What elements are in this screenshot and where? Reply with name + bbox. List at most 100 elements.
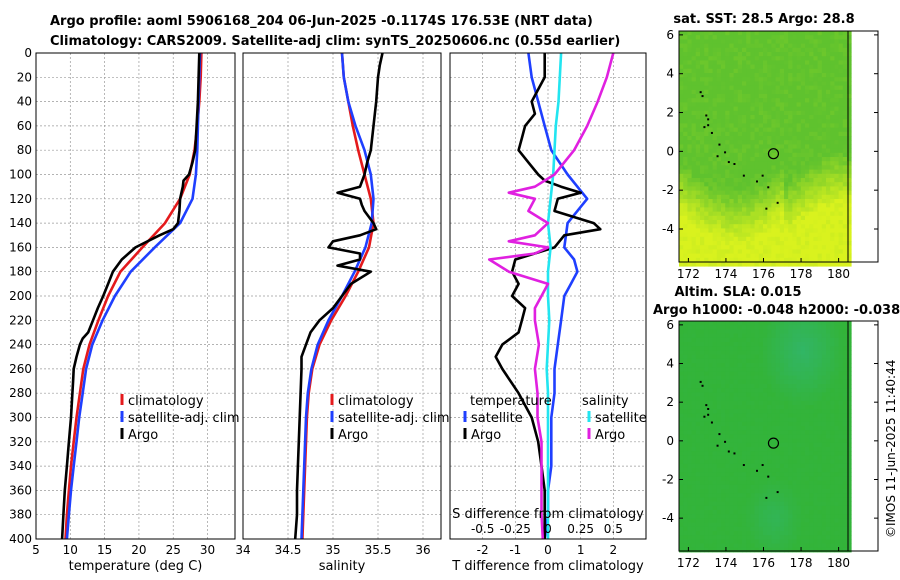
map-cell xyxy=(796,115,802,120)
map-cell xyxy=(737,68,743,74)
map-cell xyxy=(821,333,827,339)
map-cell xyxy=(805,228,810,233)
map-cell xyxy=(847,358,852,364)
map-cell xyxy=(796,245,802,250)
map-cell xyxy=(750,98,755,103)
map-cell xyxy=(767,178,772,183)
map-cell xyxy=(830,531,835,536)
map-cell xyxy=(679,131,684,137)
map-cell xyxy=(691,241,697,246)
map-cell xyxy=(763,535,768,540)
map-cell xyxy=(838,77,844,82)
map-cell xyxy=(830,489,835,494)
map-cell xyxy=(758,148,764,154)
map-cell xyxy=(826,94,831,99)
map-cell xyxy=(716,131,722,137)
map-cell xyxy=(788,199,793,204)
map-cell xyxy=(708,497,713,502)
map-cell xyxy=(767,236,772,242)
map-cell xyxy=(771,447,776,452)
map-cell xyxy=(821,375,827,381)
map-cell xyxy=(784,472,789,477)
map-cell xyxy=(767,43,772,49)
map-cell xyxy=(721,89,726,95)
map-cell xyxy=(817,531,823,536)
map-cell xyxy=(758,245,764,250)
map-cell xyxy=(775,405,781,410)
map-cell xyxy=(792,417,797,423)
map-cell xyxy=(754,547,760,553)
sla_map-y-tick-label: 4 xyxy=(666,357,674,371)
map-cell xyxy=(758,371,764,376)
map-cell xyxy=(767,476,772,481)
map-cell xyxy=(679,94,684,99)
map-cell xyxy=(763,388,768,393)
map-cell xyxy=(683,89,688,95)
map-cell xyxy=(746,245,751,250)
map-cell xyxy=(679,60,684,65)
map-cell xyxy=(767,64,772,70)
map-cell xyxy=(737,136,743,141)
map-cell xyxy=(716,85,722,91)
map-cell xyxy=(809,354,814,360)
map-cell xyxy=(817,379,823,385)
map-cell xyxy=(813,127,818,133)
map-cell xyxy=(691,165,697,170)
depth-tick-label: 400 xyxy=(9,532,32,546)
map-cell xyxy=(679,89,684,95)
map-cell xyxy=(721,484,726,490)
map-cell xyxy=(834,451,839,456)
map-cell xyxy=(838,518,844,523)
map-cell xyxy=(821,363,827,368)
map-cell xyxy=(809,253,814,259)
map-cell xyxy=(779,388,785,393)
map-cell xyxy=(767,388,772,393)
map-cell xyxy=(834,535,839,540)
map-cell xyxy=(758,514,764,519)
map-cell xyxy=(754,178,760,183)
map-cell xyxy=(742,73,747,78)
map-cell xyxy=(809,85,814,91)
map-cell xyxy=(805,169,810,175)
map-cell xyxy=(805,392,810,397)
map-cell xyxy=(708,178,713,183)
map-cell xyxy=(725,459,730,465)
map-cell xyxy=(679,489,684,494)
map-cell xyxy=(796,85,802,91)
map-cell xyxy=(826,333,831,339)
map-cell xyxy=(704,60,709,65)
map-cell xyxy=(830,484,835,490)
map-cell xyxy=(842,463,848,469)
map-cell xyxy=(834,140,839,145)
map-cell xyxy=(712,102,718,107)
temperature-x-tick-label: 25 xyxy=(166,543,181,557)
map-cell xyxy=(746,531,751,536)
map-cell xyxy=(809,43,814,49)
map-cell xyxy=(700,392,705,397)
map-cell xyxy=(817,547,823,553)
map-cell xyxy=(733,152,739,158)
map-cell xyxy=(847,518,852,523)
map-cell xyxy=(679,178,684,183)
map-cell xyxy=(679,484,684,490)
map-cell xyxy=(695,434,701,439)
map-cell xyxy=(834,157,839,162)
map-cell xyxy=(695,81,701,86)
map-cell xyxy=(813,497,818,502)
depth-tick-label: 200 xyxy=(9,289,32,303)
map-cell xyxy=(729,169,734,175)
map-cell xyxy=(754,396,760,402)
map-cell xyxy=(775,329,781,334)
map-cell xyxy=(805,253,810,259)
map-cell xyxy=(813,60,818,65)
map-cell xyxy=(847,409,852,414)
map-cell xyxy=(687,333,692,339)
map-cell xyxy=(767,413,772,418)
map-cell xyxy=(729,497,734,502)
map-cell xyxy=(695,476,701,481)
map-cell xyxy=(767,115,772,120)
map-cell xyxy=(758,396,764,402)
map-cell xyxy=(800,354,806,360)
map-cell xyxy=(683,321,688,326)
map-cell xyxy=(750,346,755,351)
